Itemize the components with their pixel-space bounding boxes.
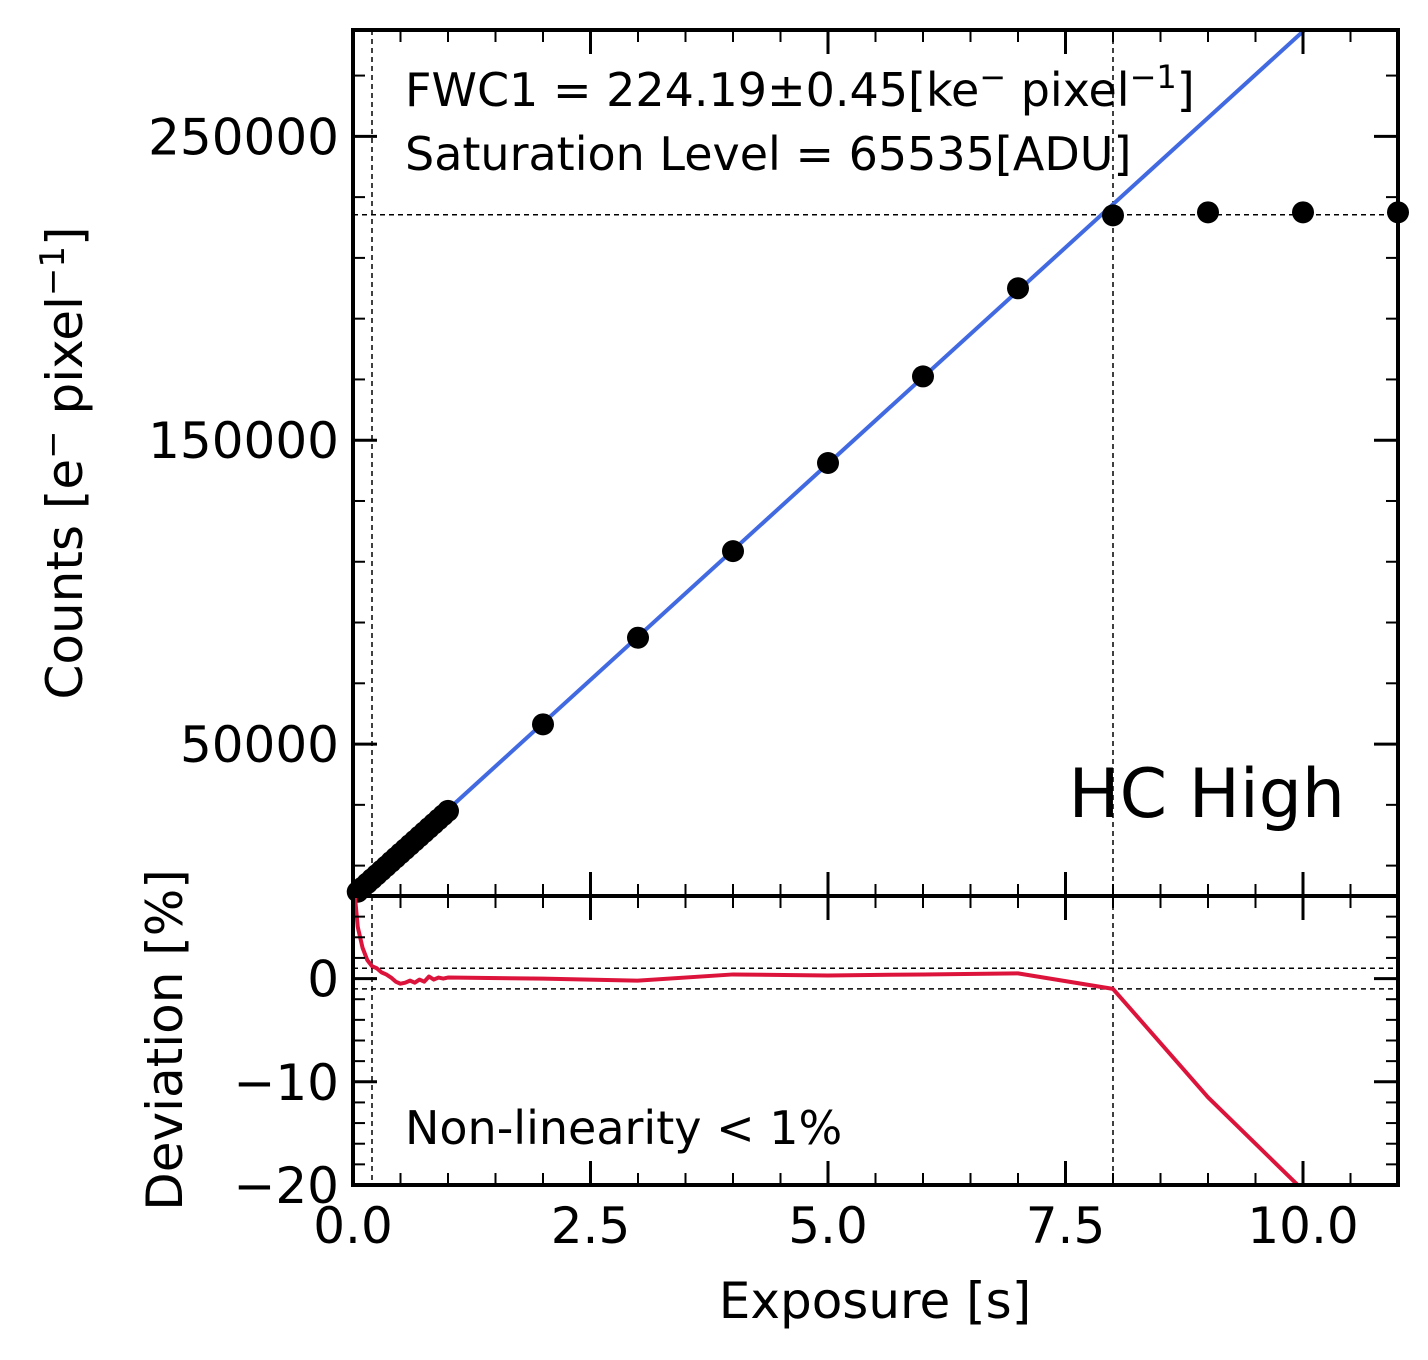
counts-point [1007,277,1029,300]
counts-point [1102,204,1124,227]
bottom-y-tick-label: 0 [307,951,339,1009]
deviation-path [353,896,1301,1185]
x-tick-label: 0.0 [313,1197,393,1255]
counts-point [532,713,554,736]
counts-point [1292,201,1314,224]
bottom-tick-labels: −20 −10 0 0.0 2.5 5.0 7.5 10.0 [233,951,1358,1255]
saturation-annotation: Saturation Level = 65535[ADU] [405,127,1131,181]
x-tick-label: 7.5 [1026,1197,1106,1255]
top-y-tick-label: 150000 [148,412,339,470]
x-tick-label: 10.0 [1247,1197,1358,1255]
nonlinearity-annotation: Non-linearity < 1% [405,1101,842,1155]
deviation-panel: −20 −10 0 0.0 2.5 5.0 7.5 10.0 Deviation [%] Ex… [136,869,1400,1330]
counts-point [817,452,839,474]
counts-point [627,626,649,649]
x-axis-label: Exposure [s] [719,1272,1031,1330]
x-tick-label: 5.0 [788,1197,868,1255]
counts-points [346,201,1409,903]
fwc-annotation: FWC1 = 224.19±0.45[ke− pixel−1] [405,58,1195,117]
top-y-tick-label: 50000 [180,716,339,774]
linear-fit-segment [353,30,1308,896]
mode-label: HC High [1068,755,1345,834]
top-ticks [351,30,1399,896]
x-tick-label: 2.5 [551,1197,631,1255]
bottom-reference-lines [353,896,1398,1185]
bottom-y-tick-label: −20 [233,1157,339,1215]
y-axis-label-deviation: Deviation [%] [136,869,194,1211]
top-y-tick-labels: 50000 150000 250000 [148,108,339,774]
bottom-y-tick-label: −10 [233,1054,339,1112]
top-y-tick-label: 250000 [148,108,339,166]
counts-point [722,540,744,563]
bottom-panel-frame [351,894,1400,1187]
counts-point [437,799,459,822]
linear-fit-line [353,30,1308,896]
top-reference-lines [353,30,1398,896]
y-axis-label-counts: Counts [e− pixel−1] [33,226,94,699]
counts-point [1197,201,1219,224]
counts-point [912,365,934,388]
counts-panel: 50000 150000 250000 Counts [e− pixel−1] FW… [33,28,1409,903]
deviation-line [353,896,1301,1185]
